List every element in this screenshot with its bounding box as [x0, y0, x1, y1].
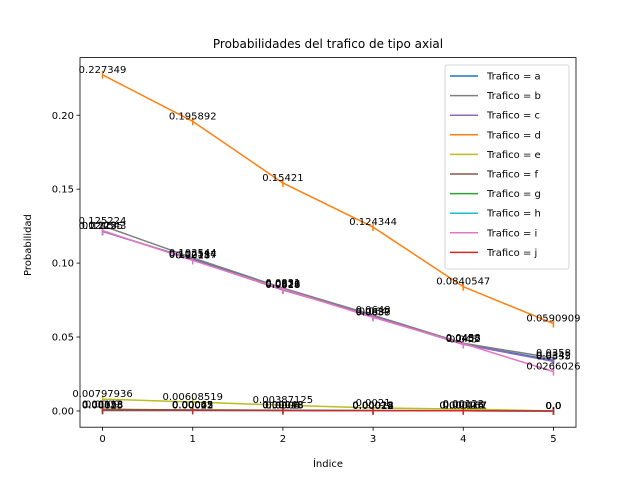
- x-tick-label: 0: [99, 434, 105, 445]
- data-label: 0.121543: [79, 221, 127, 232]
- data-label: 0.102157: [169, 250, 217, 261]
- legend-box: [444, 64, 570, 270]
- data-label: 0.125224: [79, 216, 127, 227]
- legend-entry: Trafico = a: [486, 72, 541, 83]
- legend-entry: Trafico = b: [486, 91, 541, 102]
- data-label: 0.00123: [443, 399, 484, 410]
- legend-entry: Trafico = g: [486, 189, 541, 200]
- legend-entry: Trafico = i: [486, 228, 537, 239]
- data-label: 0.0021: [356, 398, 391, 409]
- legend-entry: Trafico = d: [486, 130, 541, 141]
- data-label: 0.0831: [265, 278, 300, 289]
- data-label: 0.00065: [172, 400, 213, 411]
- legend-entry: Trafico = h: [486, 209, 541, 220]
- data-label: 0.0003: [265, 400, 300, 411]
- data-label: 0.00608519: [163, 392, 223, 403]
- data-label: 0.00015: [443, 401, 484, 412]
- data-label: 0.00387125: [253, 395, 313, 406]
- data-label: 0.124344: [349, 217, 397, 228]
- data-label: 0.00018: [262, 401, 303, 412]
- series-line-i: [102, 229, 554, 373]
- data-label: 0.00025: [82, 401, 123, 412]
- data-label: 0.000161: [439, 401, 487, 412]
- legend: Trafico = a Trafico = b Trafico = c Trafico…: [444, 64, 570, 270]
- data-label: 0.00016: [443, 401, 484, 412]
- data-label: 0.103544: [169, 248, 217, 259]
- data-label: 0.064: [359, 306, 388, 317]
- data-label: 0.0: [546, 401, 562, 412]
- data-label: 0.227349: [79, 65, 127, 76]
- data-label: 0.00062: [172, 400, 213, 411]
- legend-entry: Trafico = j: [486, 248, 537, 259]
- data-label: 0.00113: [82, 399, 123, 410]
- data-label: 0.00012: [352, 401, 393, 412]
- series-line-j: [102, 409, 554, 412]
- data-label: 0.00022: [352, 401, 393, 412]
- y-tick-label: 0.05: [52, 333, 74, 344]
- data-label: 0.000167: [439, 401, 487, 412]
- x-tick-label: 2: [280, 434, 286, 445]
- data-label: 0.0452: [446, 334, 481, 345]
- data-label: 0.0: [546, 401, 562, 412]
- data-label: 0.0818: [265, 280, 300, 291]
- plot-frame: [79, 57, 577, 428]
- data-label: 0.0590909: [526, 314, 580, 325]
- data-label: 0.045: [449, 334, 478, 345]
- data-label: 0.00018: [352, 401, 393, 412]
- legend-entry: Trafico = c: [486, 111, 540, 122]
- x-tick-label: 4: [460, 434, 466, 445]
- data-label: 0.0009: [85, 400, 120, 411]
- chart-title: Probabilidades del trafico de tipo axial: [213, 37, 443, 51]
- legend-entry: Trafico = e: [486, 150, 541, 161]
- series-line-d: [102, 74, 554, 325]
- data-label: 0.0342: [536, 350, 571, 361]
- y-axis-label: Probabilidad: [23, 214, 34, 276]
- data-label: 0.102514: [169, 249, 217, 260]
- data-label: 0.0004: [265, 400, 300, 411]
- y-tick-label: 0.10: [52, 259, 74, 270]
- y-tick-label: 0.20: [52, 111, 74, 122]
- y-tick-label: 0.15: [52, 185, 74, 196]
- data-label: 0.0: [546, 401, 562, 412]
- data-label: 0.0840547: [436, 277, 490, 288]
- legend-entry: Trafico = f: [486, 170, 539, 181]
- data-label: 0.12155: [82, 221, 123, 232]
- data-label: 0.0823: [265, 279, 300, 290]
- data-label: 0.00797936: [72, 389, 132, 400]
- data-label: 0.195892: [169, 111, 217, 122]
- data-label: 0.00058: [82, 400, 123, 411]
- data-label: 0.0458: [446, 333, 481, 344]
- series-line-b: [102, 225, 554, 359]
- data-label: 0.0335: [536, 351, 571, 362]
- data-label: 0.00022: [172, 401, 213, 412]
- x-axis-label: Índice: [313, 457, 343, 470]
- data-label: 0.0: [546, 401, 562, 412]
- data-label: 0.0358: [536, 348, 571, 359]
- x-tick-label: 1: [190, 434, 196, 445]
- data-label: 0.0: [546, 401, 562, 412]
- data-label: 0.1018: [175, 250, 210, 261]
- data-label: 0.15421: [262, 173, 303, 184]
- data-label: 0.0637: [356, 307, 391, 318]
- data-label: 0.00024: [352, 401, 393, 412]
- plot-area: 0.1215430.1025140.08260.06370.04520.0342…: [52, 57, 580, 445]
- series-line-e: [102, 398, 554, 412]
- data-label: 0.00048: [262, 400, 303, 411]
- data-label: 0.0633: [356, 307, 391, 318]
- x-tick-label: 5: [550, 434, 556, 445]
- x-tick-label: 3: [370, 434, 376, 445]
- data-label: 0.0455: [446, 334, 481, 345]
- data-label: 0.122: [88, 221, 117, 232]
- data-label: 0.0266026: [526, 362, 580, 373]
- data-label: 0.00045: [172, 400, 213, 411]
- data-label: 0.0648: [356, 305, 391, 316]
- y-tick-label: 0.00: [52, 406, 74, 417]
- data-label: 0.0826: [265, 279, 300, 290]
